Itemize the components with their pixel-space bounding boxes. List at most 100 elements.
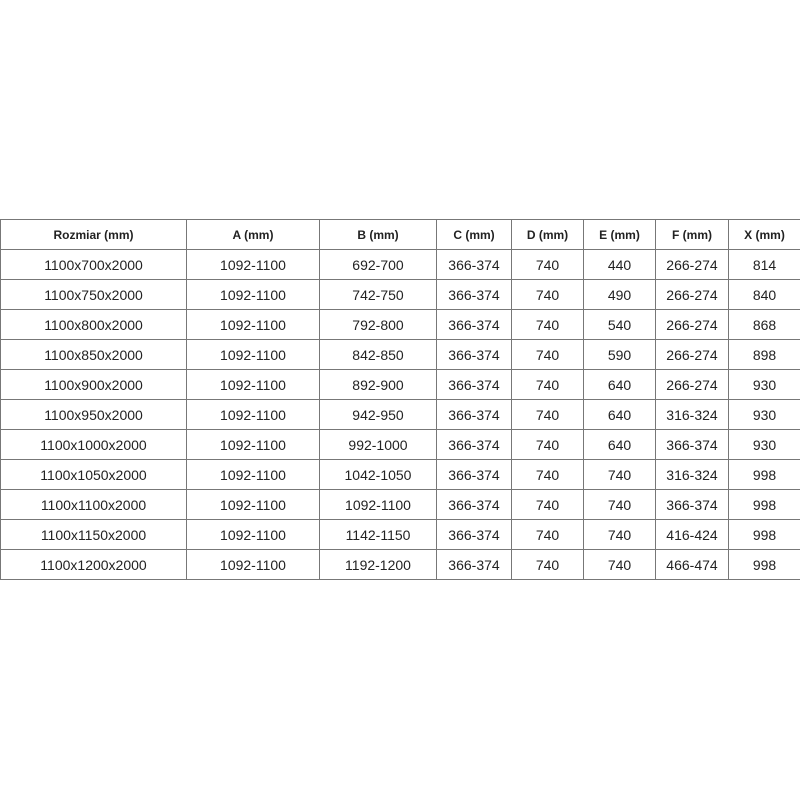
- table-cell: 366-374: [436, 339, 512, 370]
- column-header: A (mm): [186, 219, 320, 250]
- table-cell: 1100x700x2000: [0, 249, 187, 280]
- table-cell: 740: [583, 489, 656, 520]
- table-cell: 1092-1100: [186, 249, 320, 280]
- table-cell: 1100x1200x2000: [0, 549, 187, 580]
- column-header: X (mm): [728, 219, 800, 250]
- table-cell: 1092-1100: [319, 489, 437, 520]
- table-row: 1100x1200x2000 1092-1100 1192-1200 366-374 7…: [0, 549, 800, 580]
- table-cell: 892-900: [319, 369, 437, 400]
- table-cell: 366-374: [436, 489, 512, 520]
- table-header-row: Rozmiar (mm) A (mm) B (mm) C (mm) D (mm) E (m…: [0, 219, 800, 250]
- table-cell: 316-324: [655, 399, 729, 430]
- table-cell: 1092-1100: [186, 279, 320, 310]
- table-cell: 366-374: [436, 309, 512, 340]
- table-cell: 1100x1000x2000: [0, 429, 187, 460]
- table-cell: 1092-1100: [186, 429, 320, 460]
- table-cell: 1092-1100: [186, 489, 320, 520]
- table-cell: 998: [728, 489, 800, 520]
- table-cell: 1192-1200: [319, 549, 437, 580]
- table-cell: 740: [511, 339, 584, 370]
- table-cell: 814: [728, 249, 800, 280]
- column-header: F (mm): [655, 219, 729, 250]
- table-cell: 898: [728, 339, 800, 370]
- table-cell: 366-374: [655, 429, 729, 460]
- table-cell: 740: [511, 279, 584, 310]
- table-cell: 740: [511, 459, 584, 490]
- table-cell: 930: [728, 369, 800, 400]
- table-cell: 740: [511, 399, 584, 430]
- table-cell: 366-374: [436, 429, 512, 460]
- table-cell: 998: [728, 459, 800, 490]
- table-cell: 942-950: [319, 399, 437, 430]
- table-cell: 840: [728, 279, 800, 310]
- table-cell: 266-274: [655, 249, 729, 280]
- table-cell: 1092-1100: [186, 459, 320, 490]
- table-cell: 998: [728, 519, 800, 550]
- table-cell: 1142-1150: [319, 519, 437, 550]
- table-cell: 1100x750x2000: [0, 279, 187, 310]
- table-cell: 740: [511, 429, 584, 460]
- table-cell: 740: [511, 519, 584, 550]
- dimensions-table: Rozmiar (mm) A (mm) B (mm) C (mm) D (mm) E (m…: [0, 219, 800, 580]
- table-cell: 742-750: [319, 279, 437, 310]
- table-cell: 1100x850x2000: [0, 339, 187, 370]
- table-cell: 692-700: [319, 249, 437, 280]
- table-cell: 266-274: [655, 339, 729, 370]
- table-cell: 1100x1100x2000: [0, 489, 187, 520]
- table-row: 1100x900x2000 1092-1100 892-900 366-374 740 6…: [0, 369, 800, 400]
- table-row: 1100x800x2000 1092-1100 792-800 366-374 740 5…: [0, 309, 800, 340]
- table-cell: 366-374: [436, 369, 512, 400]
- table-cell: 1092-1100: [186, 369, 320, 400]
- table-cell: 1100x1150x2000: [0, 519, 187, 550]
- table-cell: 740: [511, 369, 584, 400]
- table-cell: 540: [583, 309, 656, 340]
- table-row: 1100x1150x2000 1092-1100 1142-1150 366-374 7…: [0, 519, 800, 550]
- table-cell: 1092-1100: [186, 549, 320, 580]
- table-cell: 930: [728, 399, 800, 430]
- table-row: 1100x1050x2000 1092-1100 1042-1050 366-374 7…: [0, 459, 800, 490]
- table-cell: 490: [583, 279, 656, 310]
- table-cell: 868: [728, 309, 800, 340]
- table-cell: 930: [728, 429, 800, 460]
- table-cell: 266-274: [655, 309, 729, 340]
- table-cell: 366-374: [436, 399, 512, 430]
- table-cell: 992-1000: [319, 429, 437, 460]
- table-cell: 366-374: [436, 459, 512, 490]
- table-cell: 366-374: [436, 249, 512, 280]
- table-cell: 740: [511, 309, 584, 340]
- column-header: C (mm): [436, 219, 512, 250]
- table-cell: 842-850: [319, 339, 437, 370]
- table-row: 1100x1000x2000 1092-1100 992-1000 366-374 74…: [0, 429, 800, 460]
- table-cell: 792-800: [319, 309, 437, 340]
- table-cell: 590: [583, 339, 656, 370]
- table-cell: 640: [583, 369, 656, 400]
- column-header: B (mm): [319, 219, 437, 250]
- table-cell: 740: [511, 249, 584, 280]
- table-cell: 266-274: [655, 369, 729, 400]
- table-cell: 1092-1100: [186, 309, 320, 340]
- column-header: Rozmiar (mm): [0, 219, 187, 250]
- table-cell: 366-374: [436, 519, 512, 550]
- column-header: D (mm): [511, 219, 584, 250]
- table-cell: 366-374: [436, 549, 512, 580]
- table-cell: 440: [583, 249, 656, 280]
- table-row: 1100x850x2000 1092-1100 842-850 366-374 740 5…: [0, 339, 800, 370]
- table-row: 1100x700x2000 1092-1100 692-700 366-374 740 4…: [0, 249, 800, 280]
- table-cell: 266-274: [655, 279, 729, 310]
- table-cell: 416-424: [655, 519, 729, 550]
- table-row: 1100x950x2000 1092-1100 942-950 366-374 740 6…: [0, 399, 800, 430]
- table-cell: 1042-1050: [319, 459, 437, 490]
- table-cell: 1100x800x2000: [0, 309, 187, 340]
- table-cell: 640: [583, 399, 656, 430]
- table-cell: 740: [511, 549, 584, 580]
- table-cell: 316-324: [655, 459, 729, 490]
- table-cell: 1092-1100: [186, 339, 320, 370]
- column-header: E (mm): [583, 219, 656, 250]
- table-cell: 740: [583, 459, 656, 490]
- table-cell: 640: [583, 429, 656, 460]
- table-cell: 466-474: [655, 549, 729, 580]
- table-cell: 1092-1100: [186, 399, 320, 430]
- table-cell: 1100x1050x2000: [0, 459, 187, 490]
- table-row: 1100x1100x2000 1092-1100 1092-1100 366-374 7…: [0, 489, 800, 520]
- table-cell: 740: [583, 519, 656, 550]
